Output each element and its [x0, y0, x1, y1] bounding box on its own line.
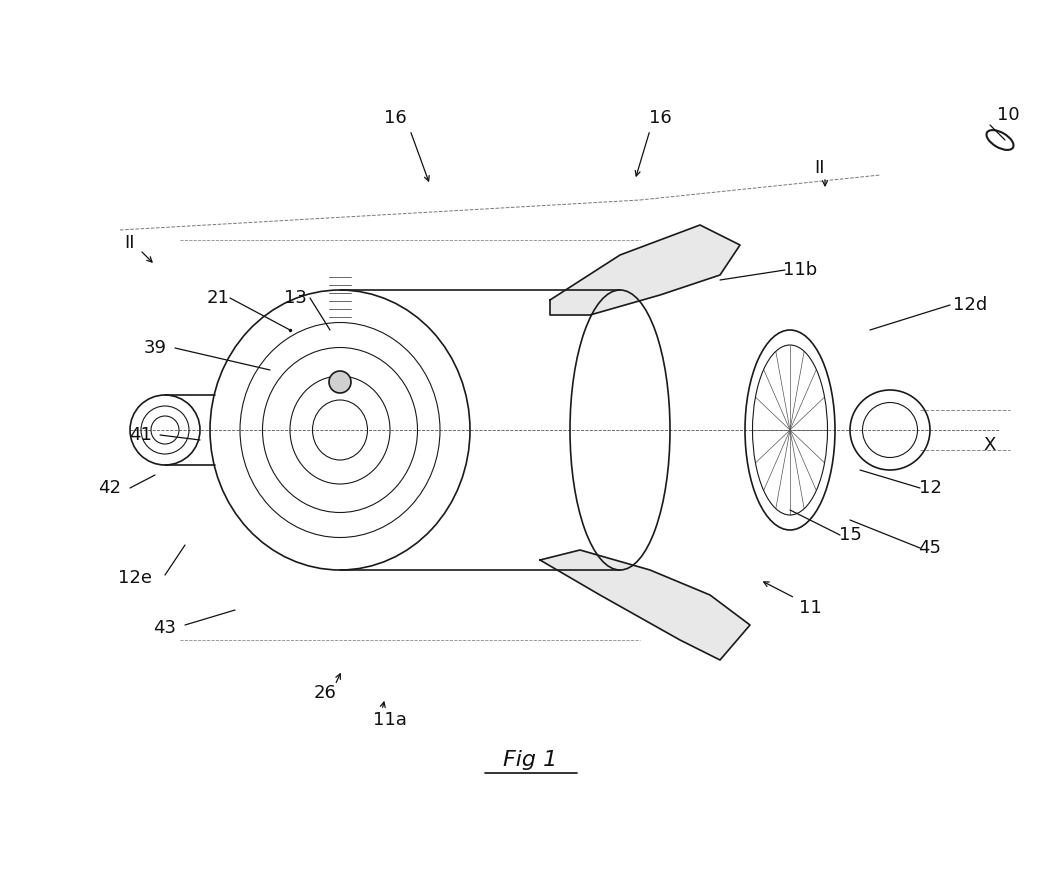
- Text: 45: 45: [919, 539, 941, 557]
- Text: 12e: 12e: [118, 569, 152, 587]
- Text: 12d: 12d: [953, 296, 987, 314]
- Text: 41: 41: [128, 426, 152, 444]
- Text: II: II: [815, 159, 826, 177]
- Text: 10: 10: [996, 106, 1020, 124]
- Text: Fig 1: Fig 1: [502, 750, 558, 770]
- Text: 26: 26: [314, 684, 336, 702]
- Text: X: X: [984, 436, 996, 454]
- Text: 16: 16: [384, 109, 406, 127]
- Text: 42: 42: [99, 479, 122, 497]
- Text: 12: 12: [919, 479, 941, 497]
- Text: 21: 21: [207, 289, 229, 307]
- Text: 39: 39: [143, 339, 166, 357]
- Text: 13: 13: [284, 289, 306, 307]
- Text: 16: 16: [649, 109, 671, 127]
- Text: II: II: [125, 234, 136, 252]
- Text: 11: 11: [798, 599, 822, 617]
- Polygon shape: [550, 225, 740, 315]
- Text: 11b: 11b: [783, 261, 817, 279]
- Text: 15: 15: [838, 526, 862, 544]
- Polygon shape: [540, 550, 750, 660]
- Ellipse shape: [329, 371, 351, 393]
- Text: 11a: 11a: [373, 711, 407, 729]
- Text: 43: 43: [154, 619, 177, 637]
